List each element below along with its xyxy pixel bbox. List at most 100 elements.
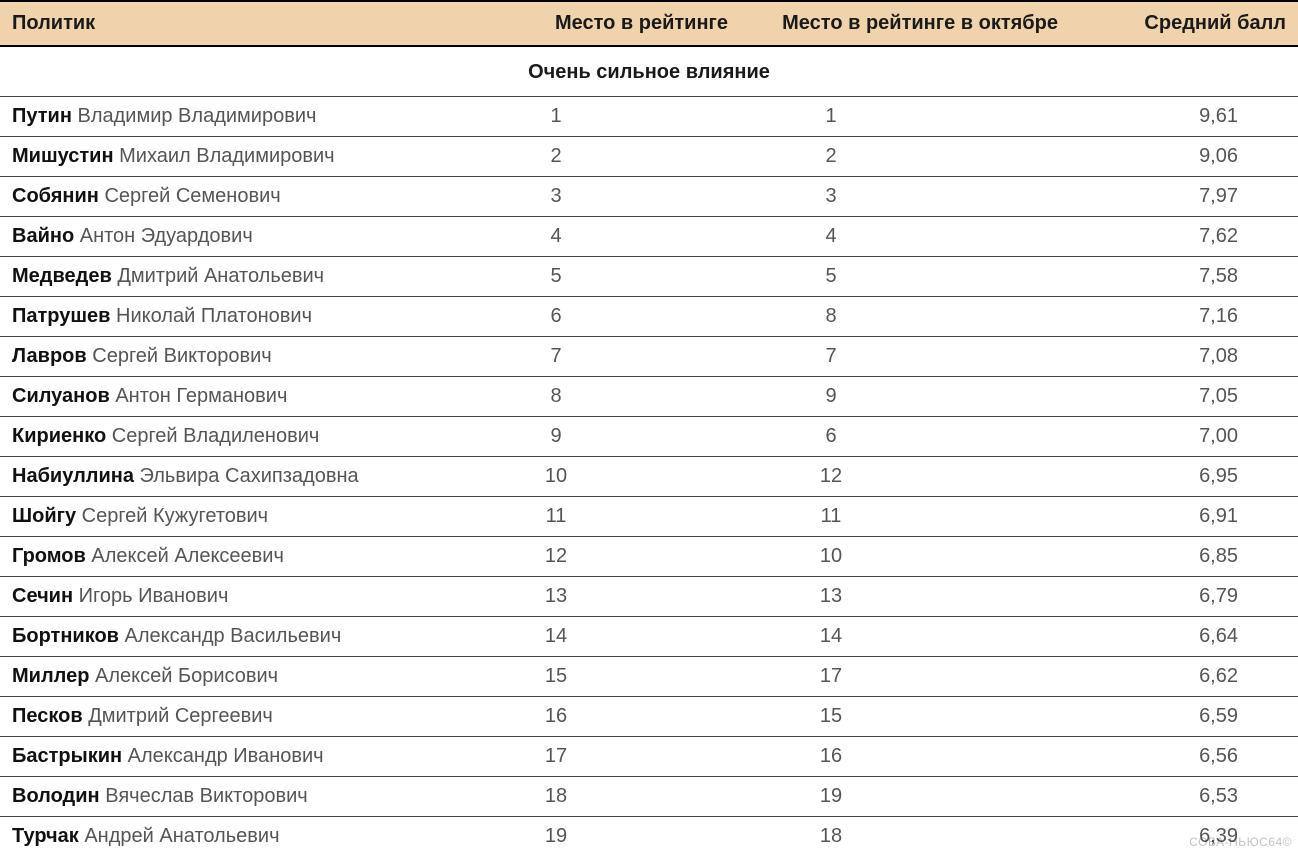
cell-score: 6,91 [1070,497,1298,537]
cell-rank: 12 [480,537,740,577]
politician-surname: Бортников [12,625,119,647]
politician-restname: Сергей Владиленович [112,425,320,447]
politician-restname: Николай Платонович [116,305,312,327]
politician-restname: Андрей Анатольевич [84,825,279,847]
politician-restname: Алексей Борисович [95,665,278,687]
cell-politician: Собянин Сергей Семенович [0,177,480,217]
section-title-row: Очень сильное влияние [0,46,1298,97]
politician-restname: Алексей Алексеевич [91,545,284,567]
column-header-score: Средний балл [1070,1,1298,46]
cell-politician: Песков Дмитрий Сергеевич [0,697,480,737]
cell-rank: 4 [480,217,740,257]
cell-score: 7,97 [1070,177,1298,217]
politician-surname: Вайно [12,225,74,247]
cell-rank-prev: 6 [740,417,1070,457]
politician-surname: Медведев [12,265,112,287]
cell-rank: 15 [480,657,740,697]
table-row: Громов Алексей Алексеевич 12106,85 [0,537,1298,577]
cell-rank-prev: 13 [740,577,1070,617]
cell-politician: Патрушев Николай Платонович [0,297,480,337]
politician-surname: Миллер [12,665,89,687]
table-row: Мишустин Михаил Владимирович229,06 [0,137,1298,177]
politician-restname: Александр Васильевич [125,625,342,647]
cell-rank-prev: 1 [740,97,1070,137]
cell-rank-prev: 4 [740,217,1070,257]
cell-rank: 5 [480,257,740,297]
cell-score: 7,00 [1070,417,1298,457]
cell-politician: Набиуллина Эльвира Сахипзадовна [0,457,480,497]
politician-restname: Сергей Кужугетович [82,505,268,527]
cell-score: 6,62 [1070,657,1298,697]
cell-rank: 9 [480,417,740,457]
cell-rank-prev: 17 [740,657,1070,697]
column-header-politician: Политик [0,1,480,46]
politician-restname: Александр Иванович [128,745,324,767]
cell-score: 7,62 [1070,217,1298,257]
table-row: Бортников Александр Васильевич14146,64 [0,617,1298,657]
politician-surname: Силуанов [12,385,110,407]
cell-score: 7,16 [1070,297,1298,337]
politician-surname: Бастрыкин [12,745,122,767]
cell-rank: 2 [480,137,740,177]
cell-rank: 16 [480,697,740,737]
politician-restname: Сергей Викторович [92,345,271,367]
cell-rank-prev: 12 [740,457,1070,497]
cell-politician: Медведев Дмитрий Анатольевич [0,257,480,297]
cell-rank-prev: 2 [740,137,1070,177]
table-row: Миллер Алексей Борисович 15176,62 [0,657,1298,697]
politician-surname: Турчак [12,825,79,847]
section-title: Очень сильное влияние [0,46,1298,97]
politician-surname: Володин [12,785,100,807]
table-row: Сечин Игорь Иванович13136,79 [0,577,1298,617]
politician-surname: Патрушев [12,305,110,327]
table-row: Лавров Сергей Викторович777,08 [0,337,1298,377]
cell-politician: Турчак Андрей Анатольевич [0,817,480,853]
cell-rank-prev: 5 [740,257,1070,297]
cell-politician: Бортников Александр Васильевич [0,617,480,657]
cell-politician: Бастрыкин Александр Иванович [0,737,480,777]
table-row: Собянин Сергей Семенович337,97 [0,177,1298,217]
cell-score: 6,95 [1070,457,1298,497]
cell-score: 7,58 [1070,257,1298,297]
table-row: Силуанов Антон Германович897,05 [0,377,1298,417]
table-row: Бастрыкин Александр Иванович17166,56 [0,737,1298,777]
table-row: Шойгу Сергей Кужугетович11116,91 [0,497,1298,537]
politician-restname: Дмитрий Сергеевич [88,705,273,727]
table-row: Патрушев Николай Платонович687,16 [0,297,1298,337]
cell-rank-prev: 7 [740,337,1070,377]
cell-politician: Силуанов Антон Германович [0,377,480,417]
politician-surname: Кириенко [12,425,106,447]
cell-politician: Путин Владимир Владимирович [0,97,480,137]
politician-surname: Громов [12,545,86,567]
cell-rank: 3 [480,177,740,217]
column-header-rank: Место в рейтинге [480,1,740,46]
cell-politician: Володин Вячеслав Викторович [0,777,480,817]
column-header-rank-prev: Место в рейтинге в октябре [740,1,1070,46]
cell-score: 6,56 [1070,737,1298,777]
table-row: Медведев Дмитрий Анатольевич557,58 [0,257,1298,297]
cell-rank-prev: 15 [740,697,1070,737]
cell-politician: Шойгу Сергей Кужугетович [0,497,480,537]
watermark: СОВА-НЬЮС64© [1189,835,1292,849]
politician-restname: Игорь Иванович [79,585,229,607]
table-row: Турчак Андрей Анатольевич19186,39 [0,817,1298,853]
cell-rank-prev: 18 [740,817,1070,853]
cell-politician: Вайно Антон Эдуардович [0,217,480,257]
politician-surname: Песков [12,705,83,727]
table-header-row: Политик Место в рейтинге Место в рейтинг… [0,1,1298,46]
cell-score: 6,85 [1070,537,1298,577]
cell-rank-prev: 14 [740,617,1070,657]
politician-surname: Путин [12,105,72,127]
cell-rank: 13 [480,577,740,617]
cell-rank-prev: 10 [740,537,1070,577]
cell-score: 6,53 [1070,777,1298,817]
politician-restname: Сергей Семенович [104,185,280,207]
cell-politician: Мишустин Михаил Владимирович [0,137,480,177]
cell-score: 9,61 [1070,97,1298,137]
cell-rank: 1 [480,97,740,137]
cell-rank: 14 [480,617,740,657]
politician-restname: Эльвира Сахипзадовна [140,465,359,487]
cell-rank: 10 [480,457,740,497]
cell-rank-prev: 9 [740,377,1070,417]
politician-surname: Собянин [12,185,99,207]
